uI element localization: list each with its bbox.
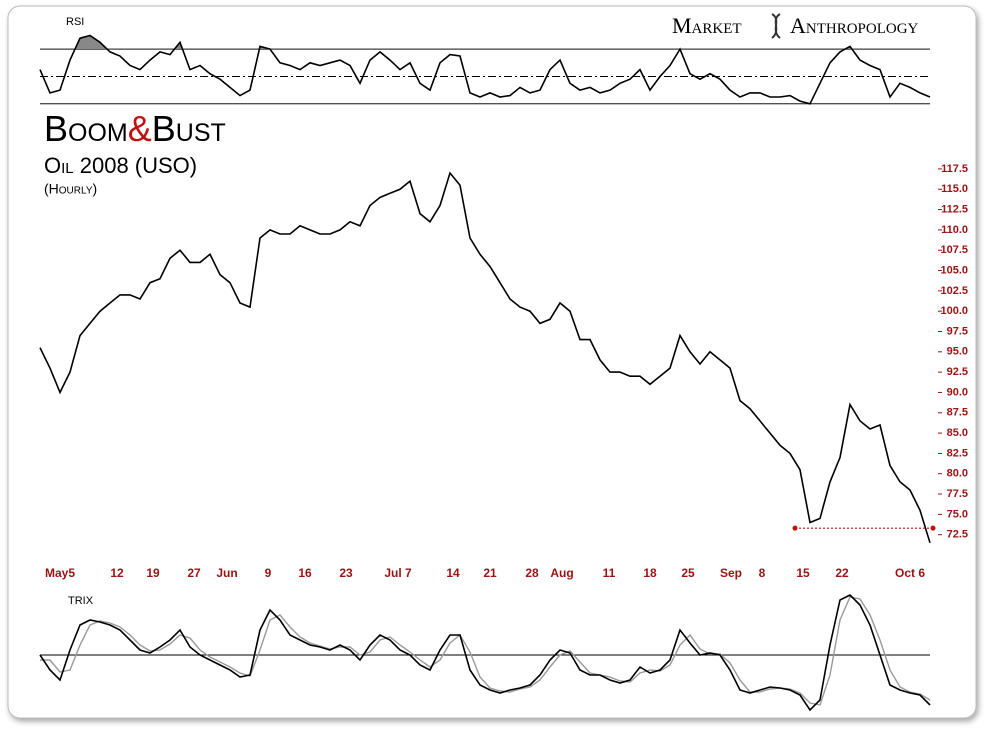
x-tick-label: 27 <box>187 566 201 580</box>
y-tick-label: 75.0 <box>947 508 968 520</box>
x-tick-label: 28 <box>525 566 539 580</box>
x-tick-label: 21 <box>483 566 497 580</box>
y-tick-label: 95.0 <box>947 346 968 358</box>
trix-label: TRIX <box>68 595 94 607</box>
title-part: Boom <box>44 108 128 149</box>
y-tick-label: 105.0 <box>940 264 968 276</box>
x-tick-label: Jun <box>216 566 237 580</box>
x-tick-label: May5 <box>45 566 75 580</box>
frame <box>7 5 977 719</box>
y-tick-label: 117.5 <box>941 163 968 175</box>
y-tick-label: 80.0 <box>947 468 968 480</box>
y-tick-label: 85.0 <box>947 427 968 439</box>
brand: Anthropology <box>790 13 919 38</box>
rsi-label: RSI <box>66 16 84 28</box>
x-tick-label: 19 <box>146 566 160 580</box>
x-tick-label: 14 <box>446 566 460 580</box>
y-tick-label: 107.5 <box>940 244 968 256</box>
y-tick-label: 97.5 <box>947 325 968 337</box>
y-tick-label: 77.5 <box>947 488 968 500</box>
x-tick-label: Sep <box>720 566 742 580</box>
x-tick-label: 16 <box>298 566 312 580</box>
y-tick-label: 110.0 <box>941 224 968 236</box>
x-tick-label: 15 <box>796 566 810 580</box>
y-tick-label: 92.5 <box>947 366 968 378</box>
subtitle: Oil 2008 (USO) <box>44 153 197 178</box>
brand: Market <box>672 13 742 38</box>
x-tick-label: 8 <box>759 566 766 580</box>
x-tick-label: 18 <box>643 566 657 580</box>
y-tick-label: 115.0 <box>941 183 968 195</box>
y-tick-label: 102.5 <box>940 285 968 297</box>
x-tick-label: 12 <box>110 566 124 580</box>
y-tick-label: 112.5 <box>941 203 968 215</box>
x-tick-label: Oct 6 <box>895 566 925 580</box>
support-dot <box>792 525 798 531</box>
y-tick-label: 82.5 <box>947 447 968 459</box>
y-tick-label: 72.5 <box>947 529 968 541</box>
y-tick-label: 87.5 <box>947 407 968 419</box>
x-tick-label: 25 <box>681 566 695 580</box>
brand-icon <box>771 13 781 39</box>
x-tick-label: 9 <box>265 566 272 580</box>
x-tick-label: 22 <box>835 566 849 580</box>
chart-title: Boom&Bust <box>44 108 226 149</box>
note: (Hourly) <box>44 181 97 197</box>
y-tick-label: 100.0 <box>940 305 968 317</box>
y-tick-label: 90.0 <box>947 386 968 398</box>
series-line <box>39 594 931 712</box>
x-tick-label: 11 <box>603 566 616 580</box>
title-part: & <box>128 108 152 149</box>
series-line <box>39 171 931 544</box>
series-line <box>39 34 931 105</box>
x-tick-label: Aug <box>550 566 573 580</box>
x-tick-label: Jul 7 <box>384 566 412 580</box>
x-tick-label: 23 <box>339 566 353 580</box>
title-part: Bust <box>152 108 226 149</box>
support-dot <box>930 525 936 531</box>
